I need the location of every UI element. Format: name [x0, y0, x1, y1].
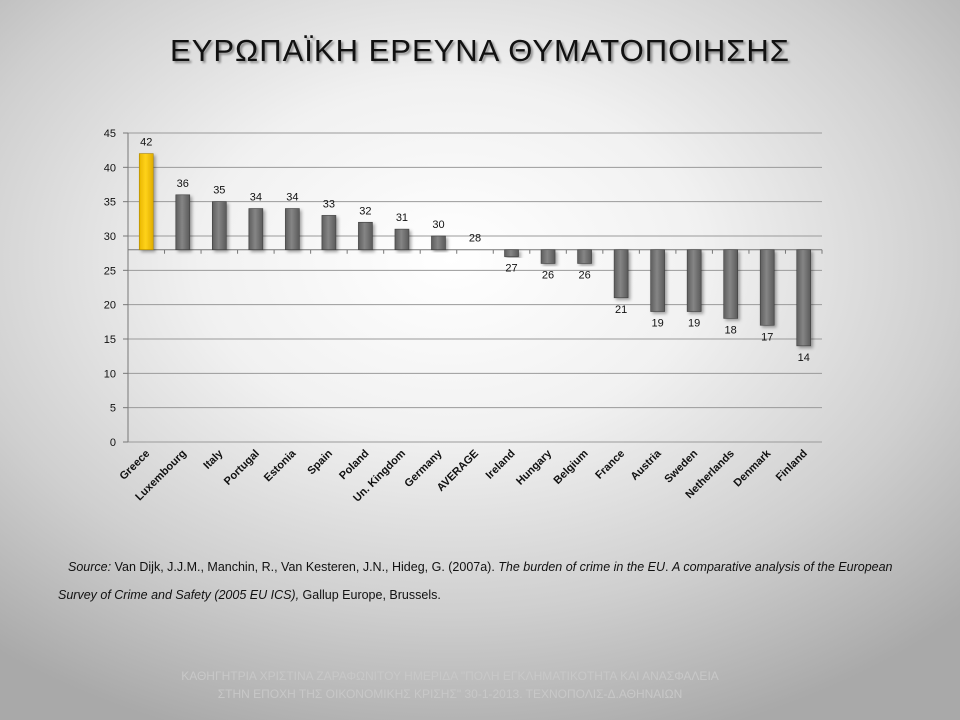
data-label: 30	[432, 219, 444, 231]
x-tick-label: Greece	[118, 448, 153, 483]
data-label: 35	[213, 185, 225, 197]
bar	[248, 208, 264, 251]
source-dot: .	[665, 560, 672, 574]
x-tick-label: Hungary	[514, 447, 555, 488]
bar	[394, 228, 410, 251]
victimization-bar-chart: 0 5 10 15 20 25 30 35 40 45 42 36 35 34 34 33 32 31 30 28 2…	[104, 128, 823, 505]
bar	[138, 153, 154, 251]
bar	[175, 194, 191, 251]
y-tick-label: 30	[104, 231, 116, 243]
source-subtitle: A comparative analysis of the European S…	[58, 560, 893, 602]
data-label: 27	[505, 263, 517, 275]
footer-line-2: ΣΤΗΝ ΕΠΟΧΗ ΤΗΣ ΟΙΚΟΝΟΜΙΚΗΣ ΚΡΙΣΗΣ" 30-1-…	[217, 687, 683, 701]
data-label: 18	[725, 324, 737, 336]
y-axis-tick-labels: 0 5 10 15 20 25 30 35 40 45	[104, 128, 116, 449]
x-tick-label: Belgium	[552, 447, 591, 486]
data-label: 36	[177, 178, 189, 190]
bar	[321, 215, 337, 251]
x-tick-label: Finland	[774, 448, 810, 484]
y-tick-label: 20	[104, 300, 116, 312]
data-label: 32	[359, 205, 371, 217]
bar	[358, 221, 373, 251]
y-tick-label: 35	[104, 197, 116, 209]
y-tick-label: 25	[104, 265, 116, 277]
source-publisher: Gallup Europe, Brussels.	[299, 588, 441, 602]
y-tick-label: 15	[104, 334, 116, 346]
x-tick-label: France	[593, 448, 627, 482]
x-tick-label: Spain	[305, 447, 335, 477]
bar	[759, 249, 775, 326]
x-tick-label: Portugal	[222, 448, 262, 488]
y-tick-label: 0	[110, 437, 116, 449]
bar	[796, 249, 812, 347]
data-label: 17	[761, 331, 773, 343]
bar	[613, 249, 629, 299]
footer-note: ΚΑΘΗΓΗΤΡΙΑ ΧΡΙΣΤΙΝΑ ΖΑΡΑΦΩΝΙΤΟΥ ΗΜΕΡΙΔΑ …	[140, 667, 760, 703]
data-label: 34	[286, 192, 298, 204]
bar	[504, 249, 519, 257]
slide-title: ΕΥΡΩΠΑΪΚΗ ΕΡΕΥΝΑ ΘΥΜΑΤΟΠΟΙΗΣΗΣ	[170, 33, 790, 68]
bar	[723, 249, 738, 319]
data-label: 19	[652, 318, 664, 330]
data-label: 28	[469, 233, 481, 245]
y-tick-label: 45	[104, 128, 116, 140]
bars	[138, 153, 812, 347]
bar	[540, 249, 556, 264]
x-tick-label: Italy	[201, 447, 226, 472]
bar	[650, 249, 665, 312]
data-label: 26	[542, 269, 554, 281]
gridlines	[123, 132, 823, 443]
y-tick-label: 10	[104, 368, 116, 380]
data-labels: 42 36 35 34 34 33 32 31 30 28 27 26 26 21 19 19 18 17 14	[140, 137, 810, 364]
bar	[577, 249, 592, 264]
footer-line-1: ΚΑΘΗΓΗΤΡΙΑ ΧΡΙΣΤΙΝΑ ΖΑΡΑΦΩΝΙΤΟΥ ΗΜΕΡΙΔΑ …	[181, 669, 719, 683]
x-tick-label: Austria	[628, 447, 664, 483]
bar	[285, 208, 300, 251]
data-label: 19	[688, 318, 700, 330]
source-citation: Source: Van Dijk, J.J.M., Manchin, R., V…	[58, 553, 918, 609]
x-tick-label: Estonia	[262, 447, 299, 484]
source-authors: Van Dijk, J.J.M., Manchin, R., Van Keste…	[114, 560, 499, 574]
x-tick-label: Poland	[337, 448, 371, 482]
data-label: 42	[140, 137, 152, 149]
data-label: 31	[396, 212, 408, 224]
x-tick-label: Denmark	[732, 447, 774, 489]
data-label: 26	[578, 269, 590, 281]
data-label: 14	[798, 352, 810, 364]
y-tick-label: 40	[104, 162, 116, 174]
bar	[431, 235, 446, 251]
bar	[686, 249, 702, 312]
data-label: 21	[615, 304, 627, 316]
y-tick-label: 5	[110, 403, 116, 415]
data-label: 33	[323, 198, 335, 210]
source-title: The burden of crime in the EU	[498, 560, 666, 574]
source-label: Source:	[68, 560, 112, 574]
data-label: 34	[250, 192, 262, 204]
bar	[212, 201, 227, 251]
x-tick-label: Ireland	[484, 448, 518, 482]
